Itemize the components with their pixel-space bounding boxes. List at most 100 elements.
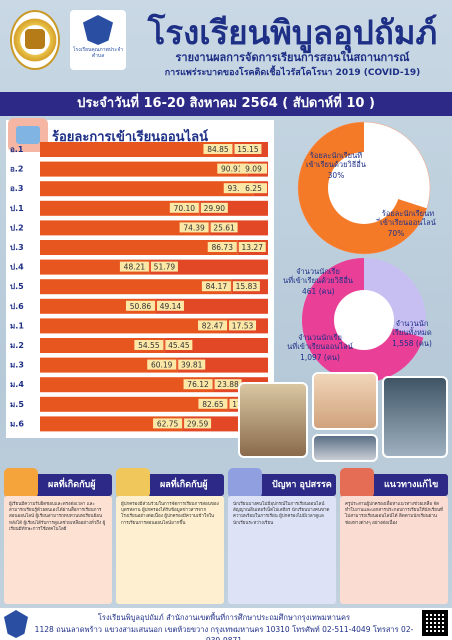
data-label-a: 50.86 bbox=[130, 302, 152, 311]
bar-segment-a bbox=[40, 161, 248, 177]
data-label-a: 84.17 bbox=[206, 282, 228, 291]
data-label-bg bbox=[198, 320, 228, 331]
data-label-a: 90.91 bbox=[221, 165, 243, 174]
data-label-bg bbox=[147, 359, 177, 370]
royal-emblem-logo bbox=[10, 10, 60, 70]
category-label: อ.3 bbox=[10, 184, 23, 193]
data-label-b: 15.83 bbox=[236, 282, 258, 291]
data-label-a: 76.12 bbox=[187, 380, 209, 389]
slice-label: ่เข้าเรียนด้วยวิธีอื่น bbox=[304, 159, 366, 169]
center-value: 1,558 (คน) bbox=[392, 339, 432, 348]
bar-segment-a bbox=[40, 220, 210, 236]
data-label-bg bbox=[150, 261, 178, 272]
bar-segment-a bbox=[40, 396, 229, 412]
student-photo bbox=[238, 382, 308, 458]
data-label-a: 74.39 bbox=[183, 223, 205, 232]
info-panel-title: แนวทางแก้ไข bbox=[350, 474, 448, 496]
category-label: อ.2 bbox=[10, 165, 23, 174]
data-label-b: 9.09 bbox=[245, 165, 262, 174]
info-panel-body: ผู้ปกครองมีส่วนร่วมในการจัดการเรียนการสอ… bbox=[116, 496, 224, 604]
slice-value: 1,097 (คน) bbox=[300, 353, 340, 362]
bar-segment-b bbox=[149, 259, 268, 275]
category-label: ป.1 bbox=[10, 204, 24, 213]
data-label-bg bbox=[234, 144, 262, 154]
category-label: ม.4 bbox=[10, 380, 24, 389]
category-label: ป.5 bbox=[10, 282, 24, 291]
info-panel-body: ครูประสานผู้ปกครองเพื่อหาแนวทางช่วยเหลือ… bbox=[340, 496, 448, 604]
slice-label: นที่เข้าเรียนด้วยวิธีอื่น bbox=[283, 275, 353, 285]
data-label-b: 51.79 bbox=[154, 263, 176, 272]
stacked-bar-chart: อ.1 84.85 15.15 อ.2 90.91 9.09 อ.3 93.756.25 ป.1… bbox=[10, 142, 268, 432]
school-logo-icon bbox=[4, 610, 28, 638]
data-label-a: 70.10 bbox=[174, 204, 196, 213]
data-label-bg bbox=[165, 340, 193, 350]
category-label: ป.3 bbox=[10, 243, 24, 252]
report-title: รายงานผลการจัดการเรียนการสอนในสถานการณ์ bbox=[175, 51, 410, 64]
donut-hole bbox=[334, 290, 394, 350]
parent-icon bbox=[116, 468, 150, 498]
bar-segment-a bbox=[40, 181, 254, 197]
category-label: ป.6 bbox=[10, 302, 24, 311]
data-label-bg bbox=[238, 242, 266, 252]
data-label-b: 13.27 bbox=[242, 243, 264, 252]
data-label-a: 62.75 bbox=[157, 419, 179, 428]
data-label-bg bbox=[214, 379, 242, 390]
donut-outline bbox=[297, 121, 431, 255]
data-label-bg bbox=[207, 242, 237, 252]
data-label-b: 17.53 bbox=[232, 321, 254, 330]
teacher-photo bbox=[382, 376, 448, 458]
slice-label: ี่เข้าเรียนออนไลน์ bbox=[375, 217, 436, 227]
data-label-b: 45.45 bbox=[168, 341, 190, 350]
data-label-bg bbox=[178, 359, 206, 370]
info-panel-body: ผู้เรียนมีความรับผิดชอบและตรงต่อเวลา และ… bbox=[4, 496, 112, 604]
data-label-b: 29.59 bbox=[187, 419, 209, 428]
bar-segment-a bbox=[40, 142, 234, 157]
data-label-bg bbox=[184, 418, 212, 429]
data-label-bg bbox=[203, 144, 233, 154]
data-label-bg bbox=[210, 222, 238, 233]
qr-code-icon[interactable] bbox=[422, 610, 448, 636]
slice-label: ร้อยละนักเรียนท bbox=[382, 209, 434, 218]
data-label-bg bbox=[229, 320, 257, 331]
backpack-icon bbox=[4, 468, 38, 498]
data-label-bg bbox=[240, 183, 267, 194]
info-panel-title: ปัญหา อุปสรรค bbox=[238, 474, 336, 496]
school-name: โรงเรียนพิบูลอุปถัมภ์ bbox=[147, 13, 438, 52]
bar-segment-b bbox=[155, 298, 268, 314]
data-label-bg bbox=[119, 261, 149, 272]
data-label-bg bbox=[217, 163, 247, 174]
student-photo bbox=[312, 434, 378, 462]
category-label: ม.2 bbox=[10, 341, 24, 350]
data-label-b: 15.15 bbox=[237, 145, 259, 154]
info-panel-body: นักเรียนบางคนไม่มีอุปกรณ์ในการเรียนออนไล… bbox=[228, 496, 336, 604]
category-label: ป.2 bbox=[10, 223, 24, 232]
data-label-bg bbox=[201, 281, 231, 292]
center-label: จำนวนนัก bbox=[396, 319, 429, 328]
slice-label: นที่เข้าเรียนออนไลน์ bbox=[287, 341, 353, 351]
slice-value: 461 (คน) bbox=[302, 287, 335, 296]
info-panel-parents: ผลที่เกิดกับผู้ปกครอง ผู้ปกครองมีส่วนร่ว… bbox=[116, 468, 224, 604]
report-subtitle: การแพร่ระบาดของโรคติดเชื้อไวรัสโคโรนา 20… bbox=[164, 68, 421, 78]
data-label-bg bbox=[198, 398, 228, 409]
data-label-a: 48.21 bbox=[124, 263, 146, 272]
data-label-b: 39.81 bbox=[181, 361, 203, 370]
bar-segment-a bbox=[40, 416, 184, 432]
info-panel-solutions: แนวทางแก้ไข ครูประสานผู้ปกครองเพื่อหาแนว… bbox=[340, 468, 448, 604]
blackboard-icon bbox=[340, 468, 374, 498]
data-label-a: 84.85 bbox=[207, 145, 229, 154]
bar-segment-a bbox=[40, 200, 200, 216]
date-band: ประจำวันที่ 16-20 สิงหาคม 2564 ( สัปดาห์… bbox=[0, 92, 452, 116]
student-photo bbox=[312, 372, 378, 430]
data-label-b: 49.14 bbox=[160, 302, 182, 311]
bar-segment-a bbox=[40, 279, 232, 295]
quality-school-logo: โรงเรียนคุณภาพประจำตำบล bbox=[70, 10, 126, 70]
data-label-a: 82.47 bbox=[202, 321, 224, 330]
data-label-b: 6.25 bbox=[245, 184, 262, 193]
data-label-b: 23.88 bbox=[217, 380, 239, 389]
data-label-bg bbox=[179, 222, 209, 233]
quality-school-logo-text: โรงเรียนคุณภาพประจำตำบล bbox=[72, 47, 124, 59]
donut-hole bbox=[328, 152, 400, 224]
data-label-bg bbox=[232, 281, 260, 292]
data-label-bg bbox=[223, 183, 253, 194]
slice-label: ร้อยละนักเรียนที bbox=[310, 151, 362, 160]
